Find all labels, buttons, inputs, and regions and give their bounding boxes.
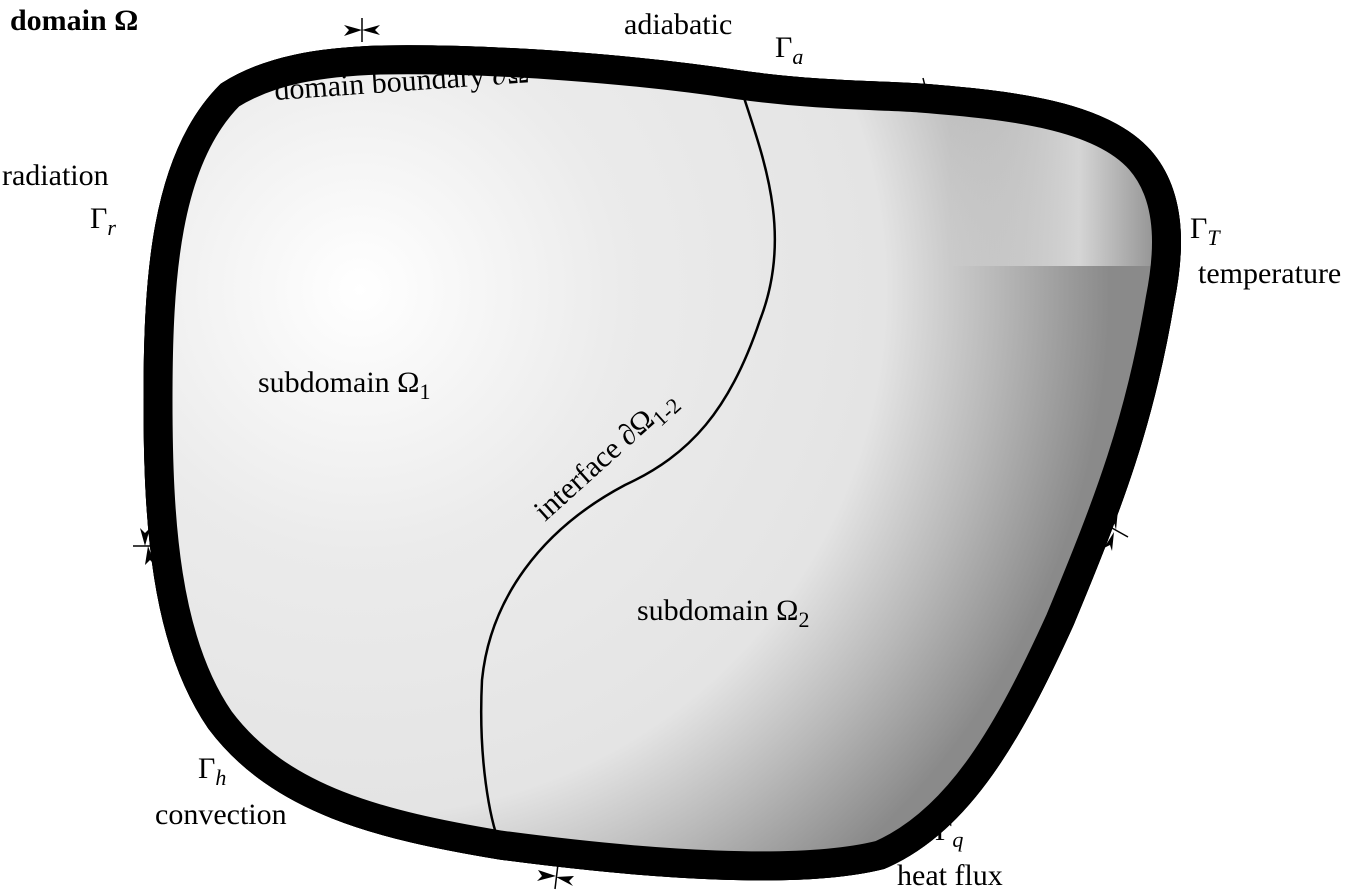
marker-top-left [344, 18, 380, 42]
marker-right [1102, 510, 1129, 551]
temperature-symbol: ΓT [1190, 212, 1221, 250]
radiation-symbol: Γr [90, 202, 116, 240]
diagram-title: domain Ω [10, 4, 138, 37]
marker-left [133, 528, 158, 565]
interface-curve [479, 84, 777, 846]
convection-label: convection [155, 798, 287, 831]
temperature-label: temperature [1198, 257, 1341, 290]
subdomain-2-label: subdomain Ω2 [637, 594, 809, 632]
segment-markers [133, 18, 1129, 890]
heat-flux-label: heat flux [897, 859, 1003, 892]
adiabatic-symbol: Γa [775, 31, 803, 69]
heat-flux-symbol: Γq [935, 814, 963, 852]
radiation-label: radiation [2, 159, 109, 192]
subdomain-1-label: subdomain Ω1 [258, 366, 430, 404]
adiabatic-label: adiabatic [624, 8, 732, 41]
marker-bottom [537, 863, 574, 890]
convection-symbol: Γh [198, 752, 226, 790]
marker-top-right [905, 77, 944, 103]
